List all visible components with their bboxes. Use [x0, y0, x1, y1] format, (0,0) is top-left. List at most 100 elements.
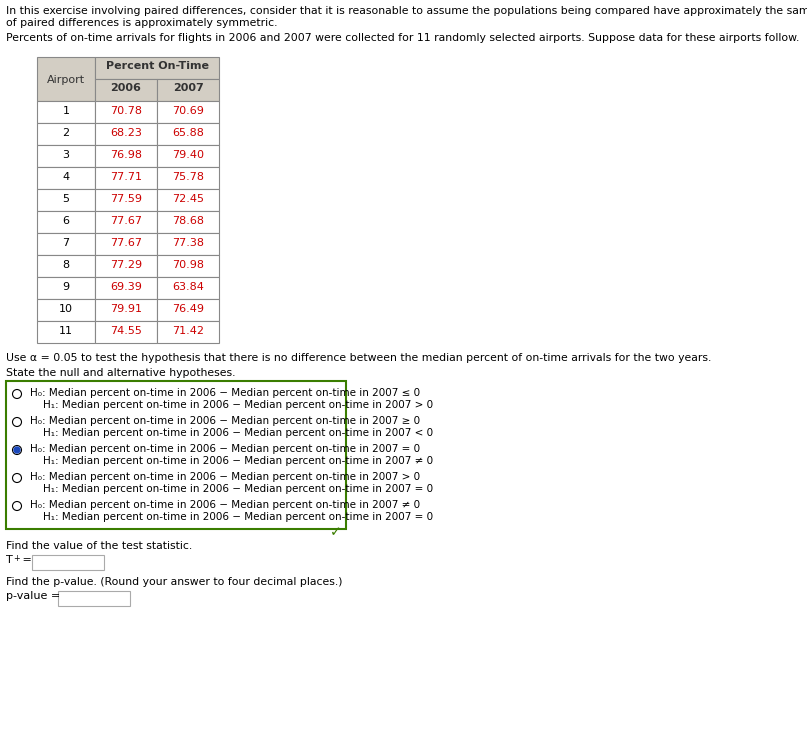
- Bar: [95, 211, 157, 233]
- Text: 68.23: 68.23: [110, 128, 142, 138]
- Bar: [157, 321, 219, 343]
- Text: 10: 10: [59, 304, 73, 314]
- Bar: [157, 123, 219, 145]
- Text: State the null and alternative hypotheses.: State the null and alternative hypothese…: [6, 368, 236, 378]
- Text: =: =: [19, 555, 31, 565]
- Text: 9: 9: [62, 282, 69, 292]
- Bar: [37, 57, 95, 101]
- Circle shape: [12, 474, 22, 482]
- Text: T: T: [6, 555, 13, 565]
- Text: H₁: Median percent on-time in 2006 − Median percent on-time in 2007 < 0: H₁: Median percent on-time in 2006 − Med…: [43, 428, 433, 438]
- Bar: [6, 381, 346, 529]
- Bar: [37, 123, 95, 145]
- Bar: [95, 123, 157, 145]
- Circle shape: [12, 418, 22, 427]
- Text: 77.38: 77.38: [172, 238, 204, 248]
- Text: of paired differences is approximately symmetric.: of paired differences is approximately s…: [6, 18, 278, 28]
- Text: 72.45: 72.45: [172, 194, 204, 204]
- Bar: [37, 277, 95, 299]
- Text: 2006: 2006: [111, 83, 141, 93]
- Text: 77.29: 77.29: [110, 260, 142, 270]
- Bar: [157, 233, 219, 255]
- Bar: [95, 255, 157, 277]
- Text: H₀: Median percent on-time in 2006 − Median percent on-time in 2007 ≤ 0: H₀: Median percent on-time in 2006 − Med…: [30, 388, 420, 398]
- Bar: [95, 299, 157, 321]
- Bar: [157, 277, 219, 299]
- Text: 2007: 2007: [173, 83, 203, 93]
- Text: Percents of on-time arrivals for flights in 2006 and 2007 were collected for 11 : Percents of on-time arrivals for flights…: [6, 33, 800, 43]
- Circle shape: [12, 446, 22, 454]
- Bar: [37, 211, 95, 233]
- Text: ✓: ✓: [330, 525, 342, 539]
- Text: H₀: Median percent on-time in 2006 − Median percent on-time in 2007 = 0: H₀: Median percent on-time in 2006 − Med…: [30, 444, 420, 454]
- Text: In this exercise involving paired differences, consider that it is reasonable to: In this exercise involving paired differ…: [6, 6, 807, 16]
- Text: 77.67: 77.67: [110, 216, 142, 226]
- Text: 70.69: 70.69: [172, 106, 204, 116]
- Text: Percent On-Time: Percent On-Time: [106, 61, 208, 71]
- Circle shape: [14, 447, 20, 453]
- Text: 74.55: 74.55: [110, 326, 142, 336]
- Text: 71.42: 71.42: [172, 326, 204, 336]
- Text: Find the value of the test statistic.: Find the value of the test statistic.: [6, 541, 192, 551]
- Bar: [95, 233, 157, 255]
- Text: 6: 6: [62, 216, 69, 226]
- Bar: [157, 189, 219, 211]
- Bar: [58, 591, 130, 606]
- Text: H₀: Median percent on-time in 2006 − Median percent on-time in 2007 > 0: H₀: Median percent on-time in 2006 − Med…: [30, 472, 420, 482]
- Bar: [95, 79, 157, 101]
- Text: 3: 3: [62, 150, 69, 160]
- Bar: [95, 167, 157, 189]
- Text: H₁: Median percent on-time in 2006 − Median percent on-time in 2007 > 0: H₁: Median percent on-time in 2006 − Med…: [43, 400, 433, 410]
- Bar: [32, 555, 104, 570]
- Text: Use α = 0.05 to test the hypothesis that there is no difference between the medi: Use α = 0.05 to test the hypothesis that…: [6, 353, 712, 363]
- Bar: [157, 255, 219, 277]
- Bar: [157, 211, 219, 233]
- Text: 78.68: 78.68: [172, 216, 204, 226]
- Bar: [95, 277, 157, 299]
- Text: H₀: Median percent on-time in 2006 − Median percent on-time in 2007 ≠ 0: H₀: Median percent on-time in 2006 − Med…: [30, 500, 420, 510]
- Text: 70.98: 70.98: [172, 260, 204, 270]
- Text: 77.67: 77.67: [110, 238, 142, 248]
- Text: H₁: Median percent on-time in 2006 − Median percent on-time in 2007 ≠ 0: H₁: Median percent on-time in 2006 − Med…: [43, 456, 433, 466]
- Text: Airport: Airport: [47, 75, 85, 85]
- Text: 1: 1: [62, 106, 69, 116]
- Text: H₁: Median percent on-time in 2006 − Median percent on-time in 2007 = 0: H₁: Median percent on-time in 2006 − Med…: [43, 512, 433, 522]
- Bar: [37, 299, 95, 321]
- Bar: [157, 101, 219, 123]
- Text: 63.84: 63.84: [172, 282, 204, 292]
- Text: 11: 11: [59, 326, 73, 336]
- Text: 8: 8: [62, 260, 69, 270]
- Text: 5: 5: [62, 194, 69, 204]
- Circle shape: [12, 501, 22, 510]
- Bar: [157, 299, 219, 321]
- Bar: [37, 167, 95, 189]
- Bar: [37, 255, 95, 277]
- Text: 2: 2: [62, 128, 69, 138]
- Bar: [37, 145, 95, 167]
- Text: 75.78: 75.78: [172, 172, 204, 182]
- Bar: [157, 167, 219, 189]
- Text: Find the p-value. (Round your answer to four decimal places.): Find the p-value. (Round your answer to …: [6, 577, 342, 587]
- Bar: [37, 321, 95, 343]
- Bar: [157, 79, 219, 101]
- Text: H₀: Median percent on-time in 2006 − Median percent on-time in 2007 ≥ 0: H₀: Median percent on-time in 2006 − Med…: [30, 416, 420, 426]
- Text: 7: 7: [62, 238, 69, 248]
- Text: 69.39: 69.39: [110, 282, 142, 292]
- Bar: [37, 233, 95, 255]
- Circle shape: [12, 389, 22, 399]
- Bar: [95, 321, 157, 343]
- Bar: [95, 189, 157, 211]
- Bar: [95, 57, 219, 79]
- Text: 4: 4: [62, 172, 69, 182]
- Text: 77.59: 77.59: [110, 194, 142, 204]
- Text: 79.91: 79.91: [110, 304, 142, 314]
- Text: H₁: Median percent on-time in 2006 − Median percent on-time in 2007 = 0: H₁: Median percent on-time in 2006 − Med…: [43, 484, 433, 494]
- Bar: [95, 145, 157, 167]
- Text: 70.78: 70.78: [110, 106, 142, 116]
- Text: 79.40: 79.40: [172, 150, 204, 160]
- Bar: [95, 101, 157, 123]
- Bar: [157, 145, 219, 167]
- Text: 76.98: 76.98: [110, 150, 142, 160]
- Text: 65.88: 65.88: [172, 128, 204, 138]
- Text: +: +: [13, 554, 19, 563]
